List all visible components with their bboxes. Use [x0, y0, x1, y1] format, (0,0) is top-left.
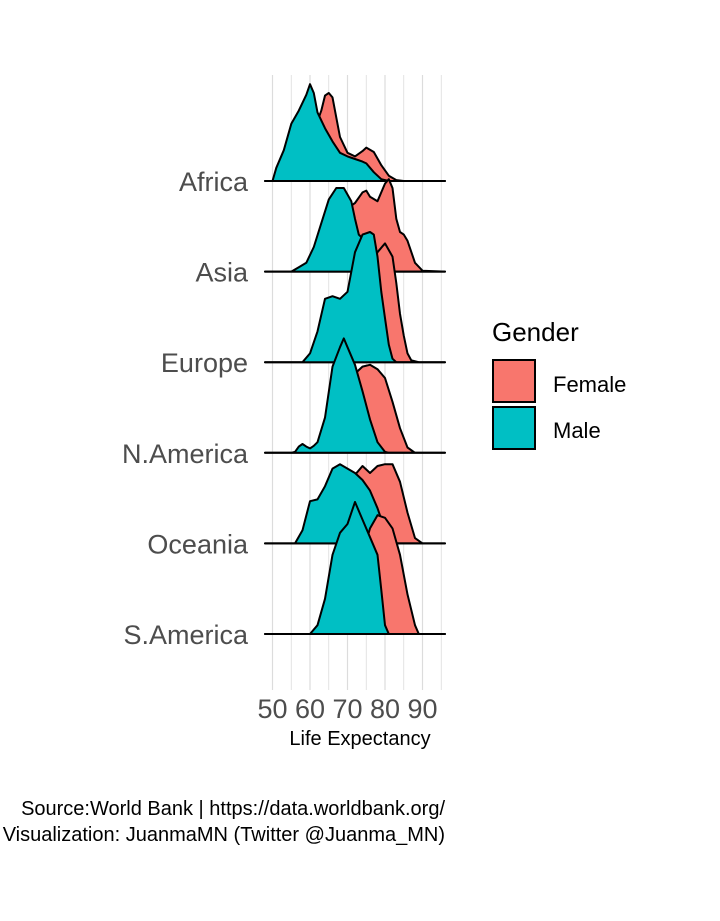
x-axis-title: Life Expectancy — [289, 728, 430, 750]
legend-label-female: Female — [553, 372, 626, 397]
ridge-n-america — [264, 337, 446, 454]
y-label-europe: Europe — [161, 348, 248, 378]
ridge-europe — [264, 231, 446, 364]
legend-swatch-female — [492, 359, 536, 403]
density-male-s-america — [264, 501, 446, 635]
x-tick-60: 60 — [295, 694, 325, 724]
caption-source: Source:World Bank | https://data.worldba… — [21, 798, 445, 820]
density-male-africa — [264, 83, 446, 182]
legend-title: Gender — [492, 317, 579, 347]
density-ridges — [264, 83, 446, 635]
y-label-asia: Asia — [195, 258, 249, 288]
caption-visualization: Visualization: JuanmaMN (Twitter @Juanma… — [3, 824, 445, 846]
y-label-oceania: Oceania — [147, 529, 249, 559]
x-axis-ticks: 50 60 70 80 90 — [257, 694, 437, 724]
x-tick-70: 70 — [332, 694, 362, 724]
x-tick-80: 80 — [370, 694, 400, 724]
ridge-africa — [264, 83, 446, 182]
density-male-n-america — [264, 337, 446, 454]
ridge-s-america — [264, 501, 446, 635]
y-label-africa: Africa — [179, 167, 249, 197]
legend-label-male: Male — [553, 418, 601, 443]
legend-swatch-male — [492, 406, 536, 450]
x-tick-50: 50 — [257, 694, 287, 724]
y-label-s-america: S.America — [123, 620, 249, 650]
x-tick-90: 90 — [407, 694, 437, 724]
y-label-n-america: N.America — [122, 439, 249, 469]
y-axis-labels: Africa Asia Europe N.America Oceania S.Americ… — [122, 167, 249, 650]
legend: Gender Female Male — [492, 317, 626, 450]
density-male-europe — [264, 231, 446, 364]
